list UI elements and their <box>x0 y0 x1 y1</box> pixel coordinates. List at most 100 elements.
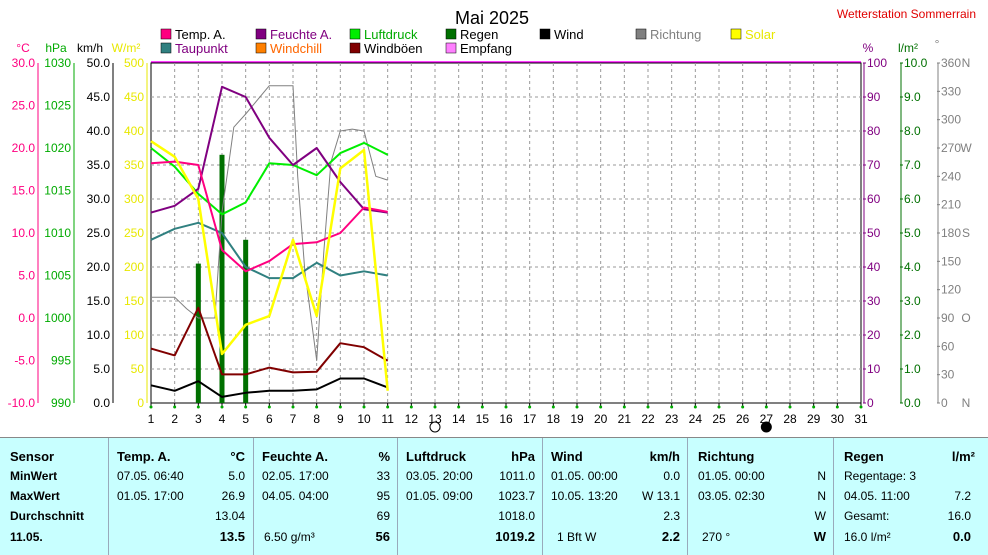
x-tick-label: 9 <box>337 412 344 426</box>
x-tick-label: 10 <box>357 412 371 426</box>
press-axis-tick: 1030 <box>44 56 71 70</box>
dir-degrees: 270 ° <box>702 530 731 544</box>
legend-swatch <box>349 42 361 54</box>
x-tick-label: 23 <box>665 412 679 426</box>
stats-label-today: 11.05. <box>10 530 43 544</box>
x-tick-dot <box>812 405 816 409</box>
temp-axis-tick: -5.0 <box>14 354 35 368</box>
rain-axis-tick: 1.0 <box>904 362 921 376</box>
stats-label-max: MaxWert <box>10 489 60 503</box>
dir-avg: W <box>814 509 826 523</box>
legend-label: Empfang <box>460 41 512 56</box>
x-tick-dot <box>457 405 461 409</box>
rain-axis-tick: 9.0 <box>904 90 921 104</box>
rain-unit: l/m² <box>951 449 975 464</box>
wind-axis-tick: 15.0 <box>87 294 111 308</box>
hum-max-time: 04.05. 04:00 <box>262 489 329 503</box>
rain-days: Regentage: 3 <box>844 469 917 483</box>
hum-axis-tick: 90 <box>867 90 881 104</box>
x-tick-dot <box>362 405 366 409</box>
legend-label: Solar <box>745 27 776 42</box>
stats-col-sensor: Sensor MinWert MaxWert Durchschnitt 11.0… <box>0 438 108 555</box>
x-tick-dot <box>764 405 768 409</box>
legend-label: Feuchte A. <box>270 27 332 42</box>
x-tick-label: 5 <box>242 412 249 426</box>
hum-axis-tick: 10 <box>867 362 881 376</box>
temp-axis-tick: 20.0 <box>12 141 36 155</box>
temp-axis-tick: 5.0 <box>18 269 35 283</box>
solar-axis-tick: 500 <box>124 56 144 70</box>
dir-axis-tick: 270 <box>941 141 961 155</box>
hum-unit: % <box>378 449 390 464</box>
legend-swatch <box>349 28 361 40</box>
x-tick-label: 25 <box>712 412 726 426</box>
solar-axis-tick: 150 <box>124 294 144 308</box>
rain-axis-tick: 6.0 <box>904 192 921 206</box>
legend-swatch <box>445 42 457 54</box>
x-tick-label: 13 <box>428 412 442 426</box>
x-tick-dot <box>622 405 626 409</box>
dir-axis-tick: 360 <box>941 56 961 70</box>
solar-axis-tick: 250 <box>124 226 144 240</box>
press-unit: hPa <box>511 449 535 464</box>
x-tick-dot <box>173 405 177 409</box>
hum-axis-tick: 60 <box>867 192 881 206</box>
rain-axis-tick: 5.0 <box>904 226 921 240</box>
press-current: 1019.2 <box>495 529 535 544</box>
wind-axis-tick: 45.0 <box>87 90 111 104</box>
solar-axis-tick: 200 <box>124 260 144 274</box>
rain-unit: l/m² <box>898 41 918 55</box>
temp-min-time: 07.05. 06:40 <box>117 469 184 483</box>
station-name: Wetterstation Sommerrain <box>837 7 976 21</box>
press-max: 1023.7 <box>498 489 535 503</box>
wind-axis-tick: 35.0 <box>87 158 111 172</box>
rain-total: 16.0 <box>947 509 971 523</box>
wind-axis-tick: 50.0 <box>87 56 111 70</box>
series-lines <box>150 85 389 398</box>
dir-axis-tick: 60 <box>941 339 955 353</box>
dir-letter: S <box>962 226 970 240</box>
day-markers <box>429 421 772 433</box>
rain-max: 7.2 <box>954 489 971 503</box>
legend-swatch <box>539 28 551 40</box>
hum-axis-tick: 70 <box>867 158 881 172</box>
x-tick-label: 27 <box>760 412 774 426</box>
solar-axis-tick: 300 <box>124 192 144 206</box>
rain-title: Regen <box>844 449 884 464</box>
wind-unit: km/h <box>649 449 680 464</box>
series-line-taupunkt <box>150 221 388 280</box>
temp-axis-tick: 25.0 <box>12 99 36 113</box>
series-line-solar <box>150 140 389 391</box>
series-line-feuchte-a <box>150 85 388 214</box>
x-tick-dot <box>528 405 532 409</box>
x-tick-dot <box>741 405 745 409</box>
rain-max-time: 04.05. 11:00 <box>844 489 910 503</box>
press-max-time: 01.05. 09:00 <box>406 489 473 503</box>
wind-axis-tick: 25.0 <box>87 226 111 240</box>
rain-axis-tick: 2.0 <box>904 328 921 342</box>
x-tick-label: 11 <box>381 412 394 426</box>
rain-bar <box>219 154 225 403</box>
dir-unit: ° <box>935 37 940 51</box>
chart-title: Mai 2025 <box>455 8 529 28</box>
press-axis-tick: 1025 <box>44 99 71 113</box>
stats-col-wind: Wind km/h 01.05. 00:00 0.0 10.05. 13:20 … <box>542 438 688 555</box>
dir-min: N <box>817 469 826 483</box>
wind-min-time: 01.05. 00:00 <box>551 469 618 483</box>
temp-min: 5.0 <box>228 469 245 483</box>
legend-swatch <box>160 42 172 54</box>
press-title: Luftdruck <box>406 449 466 464</box>
press-axis-tick: 1005 <box>44 269 71 283</box>
rain-axis-tick: 8.0 <box>904 124 921 138</box>
wind-avg: 2.3 <box>663 509 680 523</box>
hum-unit: % <box>863 41 874 55</box>
temp-current: 13.5 <box>219 529 245 544</box>
x-tick-dot <box>386 405 390 409</box>
dir-min-time: 01.05. 00:00 <box>698 469 765 483</box>
series-line-temp-a <box>150 160 388 273</box>
hum-max: 95 <box>376 489 390 503</box>
hum-axis-tick: 40 <box>867 260 881 274</box>
legend-label: Wind <box>554 27 584 42</box>
legend-label: Luftdruck <box>364 27 418 42</box>
legend-swatch <box>160 28 172 40</box>
